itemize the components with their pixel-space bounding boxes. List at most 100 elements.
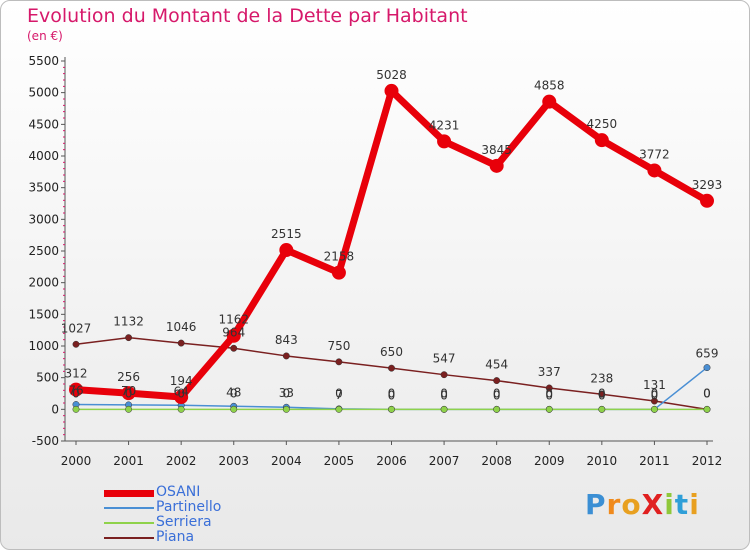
legend-label: Partinello: [156, 499, 222, 515]
data-label-osani: 312: [65, 367, 88, 381]
x-tick-label: 2009: [534, 454, 565, 468]
data-label-piana: 337: [538, 365, 561, 379]
legend-swatch: [104, 507, 154, 509]
data-label-serriera: 0: [545, 386, 553, 400]
y-tick-label: 3000: [28, 212, 59, 226]
data-label-osani: 2158: [324, 250, 355, 264]
data-label-piana: 0: [703, 386, 711, 400]
data-point-serriera: [650, 405, 658, 413]
data-label-piana: 1046: [166, 320, 197, 334]
data-label-piana: 964: [222, 325, 245, 339]
data-point-osani: [69, 382, 83, 397]
data-point-osani: [331, 265, 346, 280]
data-point-osani: [542, 94, 557, 109]
y-tick-label: 500: [36, 371, 59, 385]
data-point-serriera: [703, 405, 711, 413]
chart-title: Evolution du Montant de la Dette par Hab…: [27, 5, 468, 27]
data-label-osani: 256: [117, 370, 140, 384]
logo-letter: o: [621, 488, 642, 521]
data-point-piana: [545, 384, 553, 392]
data-label-osani: 3772: [639, 147, 670, 161]
y-tick-label: 5000: [28, 86, 59, 100]
data-label-serriera: 0: [335, 386, 343, 400]
x-tick-label: 2007: [429, 454, 460, 468]
data-label-partinello: 7: [335, 388, 343, 402]
data-point-piana: [125, 334, 133, 342]
data-label-serriera: 0: [177, 386, 185, 400]
data-point-piana: [72, 340, 80, 348]
legend-label: Piana: [156, 529, 195, 545]
data-label-piana: 547: [433, 352, 456, 366]
data-point-osani: [647, 163, 662, 178]
data-label-piana: 454: [485, 358, 508, 372]
data-label-piana: 1027: [61, 321, 92, 335]
data-label-osani: 4231: [429, 118, 460, 132]
logo-letter: i: [689, 488, 700, 521]
data-label-piana: 843: [275, 333, 298, 347]
data-label-partinello: 48: [226, 385, 241, 399]
data-point-piana: [282, 352, 290, 360]
x-tick-label: 2003: [218, 454, 249, 468]
y-tick-label: 1000: [28, 339, 59, 353]
legend-label: OSANI: [156, 484, 201, 500]
data-label-serriera: 0: [125, 386, 133, 400]
data-label-osani: 3293: [692, 178, 723, 192]
data-point-serriera: [125, 405, 133, 413]
data-label-partinello: 33: [279, 386, 294, 400]
data-point-osani: [121, 386, 136, 401]
data-point-piana: [230, 344, 238, 352]
x-tick-label: 2001: [113, 454, 144, 468]
logo-letter: P: [585, 488, 607, 521]
data-label-serriera: 0: [703, 386, 711, 400]
logo-letter: t: [674, 488, 690, 521]
legend-swatch: [104, 522, 154, 524]
data-label-partinello: 659: [696, 347, 719, 361]
data-label-osani: 3845: [481, 143, 512, 157]
y-tick-label: 3500: [28, 181, 59, 195]
data-label-osani: 4858: [534, 79, 565, 93]
y-tick-label: 4000: [28, 149, 59, 163]
data-label-piana: 238: [590, 371, 613, 385]
y-tick-label: 5500: [28, 54, 59, 68]
x-tick-label: 2004: [271, 454, 302, 468]
data-label-piana: 131: [643, 378, 666, 392]
data-point-serriera: [282, 405, 290, 413]
y-tick-label: 1500: [28, 307, 59, 321]
legend-swatch: [104, 490, 154, 497]
data-point-serriera: [440, 405, 448, 413]
data-point-osani: [700, 193, 714, 208]
data-label-partinello: 0: [545, 388, 553, 402]
data-point-serriera: [545, 405, 553, 413]
y-tick-label: -500: [32, 434, 59, 448]
x-tick-label: 2006: [376, 454, 407, 468]
data-point-serriera: [177, 405, 185, 413]
x-tick-label: 2008: [481, 454, 512, 468]
data-point-serriera: [335, 405, 343, 413]
data-label-piana: 1132: [113, 315, 144, 329]
data-point-piana: [335, 358, 343, 366]
data-label-partinello: 0: [440, 388, 448, 402]
data-label-osani: 4250: [587, 117, 618, 131]
data-label-serriera: 0: [72, 386, 80, 400]
data-label-serriera: 0: [440, 386, 448, 400]
data-point-partinello: [703, 364, 711, 372]
logo-letter: r: [606, 488, 622, 521]
x-tick-label: 2005: [324, 454, 355, 468]
data-point-serriera: [598, 405, 606, 413]
data-point-piana: [440, 371, 448, 379]
data-point-osani: [174, 390, 189, 405]
x-tick-label: 2002: [166, 454, 197, 468]
data-label-osani: 1162: [218, 313, 249, 327]
data-point-serriera: [493, 405, 501, 413]
data-label-osani: 5028: [376, 68, 407, 82]
data-label-partinello: 64: [174, 384, 189, 398]
x-tick-label: 2010: [587, 454, 618, 468]
data-point-piana: [388, 364, 395, 372]
data-label-partinello: 0: [493, 388, 501, 402]
data-label-osani: 2515: [271, 227, 302, 241]
data-point-serriera: [72, 405, 80, 413]
legend-swatch: [104, 537, 154, 539]
data-point-piana: [493, 377, 501, 385]
data-point-serriera: [230, 405, 238, 413]
data-label-serriera: 0: [651, 386, 659, 400]
